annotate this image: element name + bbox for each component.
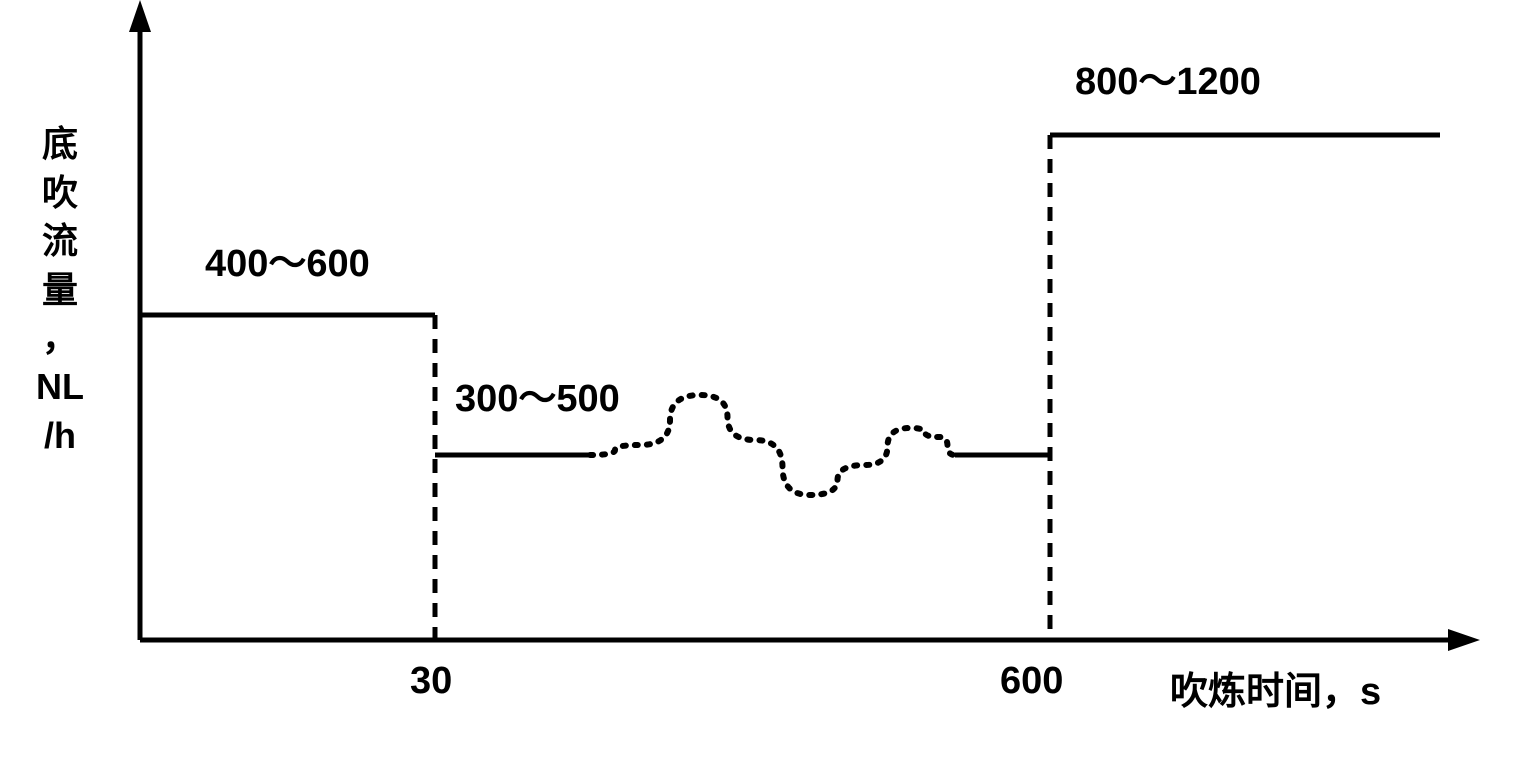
segment-3-value: 800～1200 [1075, 50, 1261, 105]
chart-svg [0, 0, 1533, 768]
y-axis-label: 底吹流量，NL/h [20, 120, 100, 460]
chart-root: { "canvas": { "width": 1533, "height": 7… [0, 0, 1533, 768]
segment-2-value: 300～500 [455, 367, 620, 422]
x-tick-30: 30 [410, 660, 452, 703]
x-tick-600: 600 [1000, 660, 1063, 703]
x-axis-label: 吹炼时间，s [1170, 660, 1381, 715]
segment-1-value: 400～600 [205, 232, 370, 287]
